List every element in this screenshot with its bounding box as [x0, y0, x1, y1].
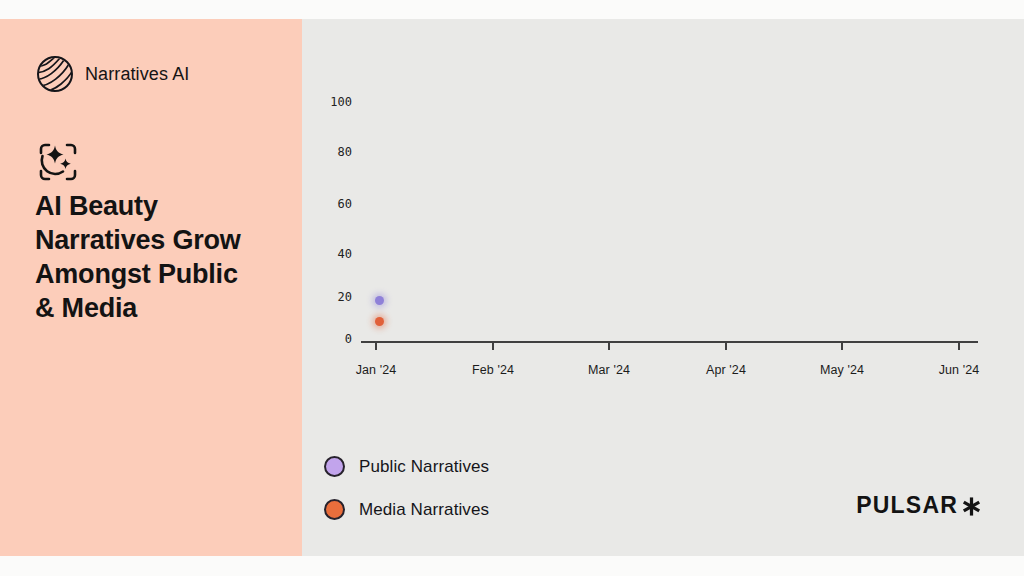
- legend-label: Media Narratives: [359, 500, 489, 520]
- x-axis-tick: [375, 343, 377, 350]
- y-tick-label: 0: [310, 332, 352, 347]
- chart-panel: 100 80 60 40 20 0 Jan '24 Feb '24 Mar '2…: [302, 19, 1024, 556]
- x-tick-label: Jan '24: [336, 363, 416, 377]
- ai-scan-icon: [37, 141, 79, 183]
- y-tick-label: 60: [310, 197, 352, 212]
- chart-legend: Public Narratives Media Narratives: [324, 456, 489, 520]
- x-tick-label: Mar '24: [569, 363, 649, 377]
- brand-logo: Narratives AI: [36, 55, 189, 93]
- y-tick-label: 100: [310, 95, 352, 110]
- legend-label: Public Narratives: [359, 457, 489, 477]
- brand-name: Narratives AI: [85, 64, 189, 85]
- legend-swatch-public: [324, 456, 345, 477]
- x-tick-label: Feb '24: [453, 363, 533, 377]
- pulsar-asterisk-icon: [961, 496, 982, 517]
- slide: Narratives AI AI Beauty Narratives Grow …: [0, 19, 1024, 556]
- legend-item-public-narratives[interactable]: Public Narratives: [324, 456, 489, 477]
- legend-swatch-media: [324, 499, 345, 520]
- data-point-public-narratives: [375, 296, 384, 305]
- data-point-media-narratives: [375, 317, 384, 326]
- x-axis-tick: [608, 343, 610, 350]
- x-tick-label: May '24: [802, 363, 882, 377]
- x-axis-tick: [725, 343, 727, 350]
- y-tick-label: 20: [310, 290, 352, 305]
- x-tick-label: Jun '24: [919, 363, 999, 377]
- narratives-ai-logo-icon: [36, 55, 74, 93]
- slide-title: AI Beauty Narratives Grow Amongst Public…: [35, 189, 285, 325]
- x-tick-label: Apr '24: [686, 363, 766, 377]
- x-axis-tick: [492, 343, 494, 350]
- x-axis-line: [361, 341, 978, 343]
- x-axis-tick: [841, 343, 843, 350]
- y-tick-label: 80: [310, 145, 352, 160]
- pulsar-logo: PULSAR: [856, 492, 982, 519]
- y-tick-label: 40: [310, 247, 352, 262]
- left-panel: Narratives AI AI Beauty Narratives Grow …: [0, 19, 302, 556]
- pulsar-wordmark: PULSAR: [856, 492, 958, 519]
- x-axis-tick: [958, 343, 960, 350]
- legend-item-media-narratives[interactable]: Media Narratives: [324, 499, 489, 520]
